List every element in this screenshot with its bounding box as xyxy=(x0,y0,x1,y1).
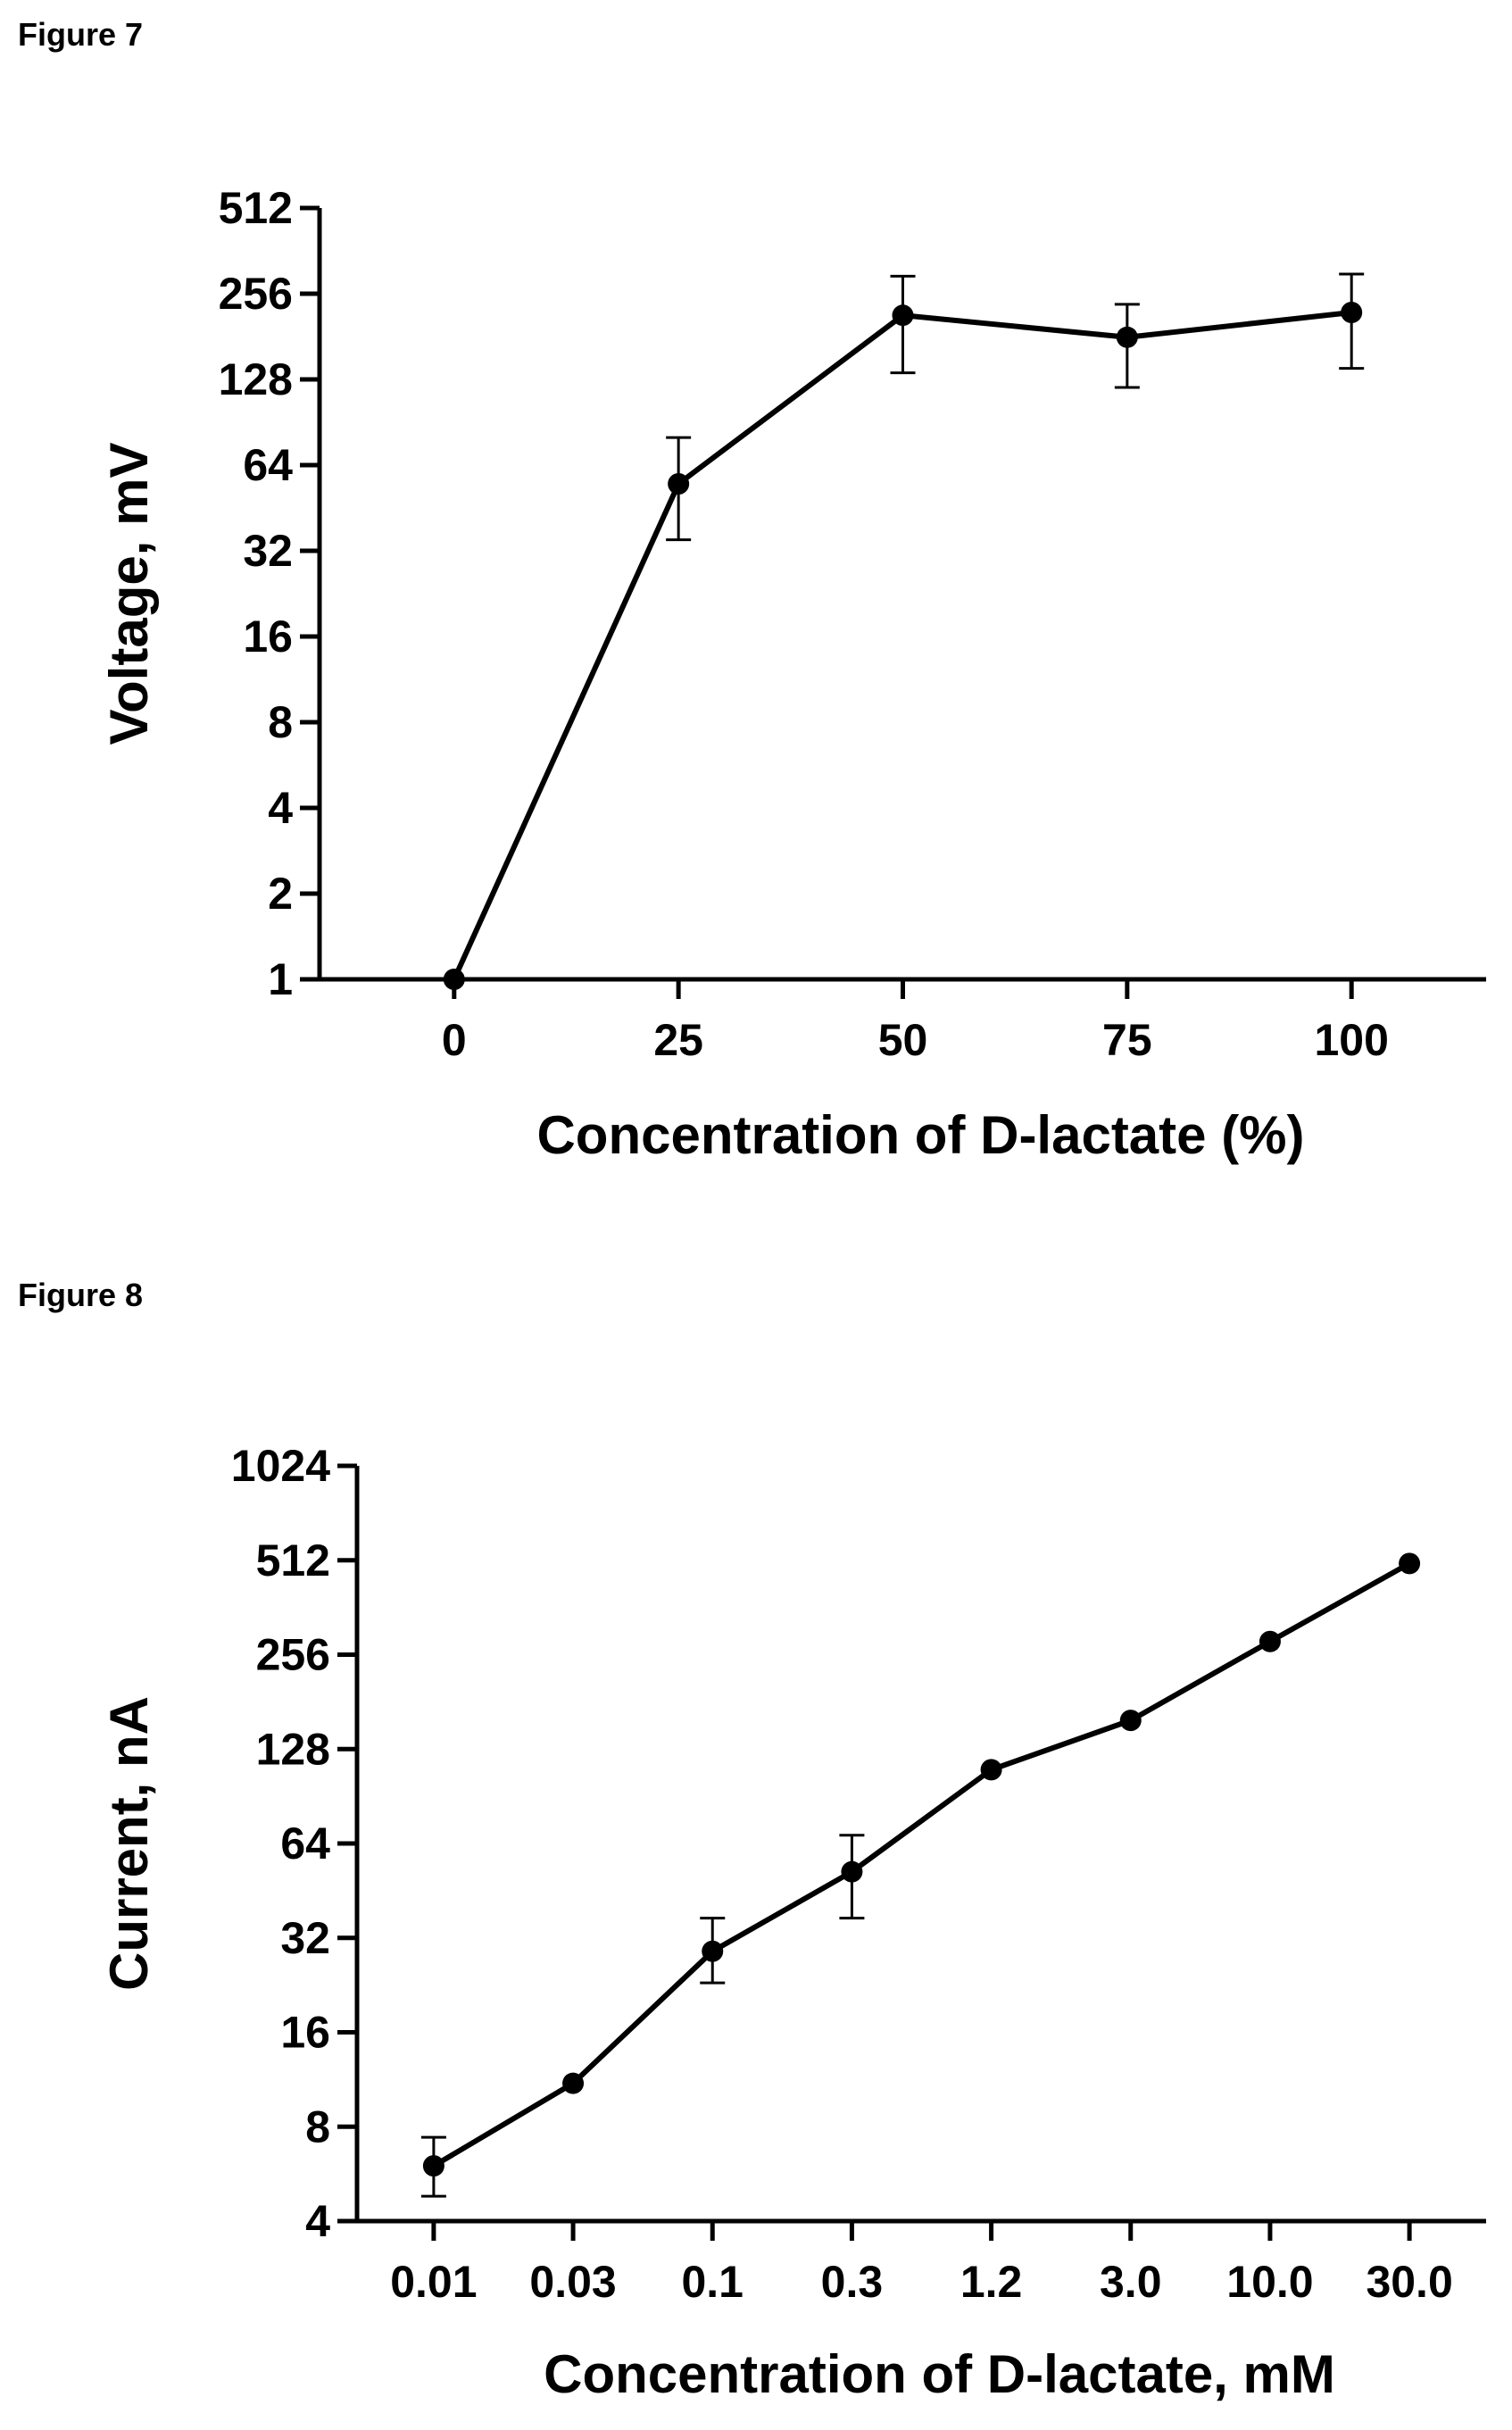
data-point xyxy=(422,2155,444,2177)
series-line xyxy=(432,1560,1411,2168)
x-tick-label: 100 xyxy=(1314,1015,1388,1065)
x-tick-label: 0 xyxy=(442,1015,467,1065)
x-tick-label: 75 xyxy=(1102,1015,1152,1065)
y-tick-label: 2 xyxy=(268,869,293,919)
data-point xyxy=(1399,1552,1421,1575)
y-tick-label: 128 xyxy=(219,354,293,404)
data-point xyxy=(1116,326,1138,348)
x-tick-label: 0.3 xyxy=(821,2257,884,2307)
y-tick-label: 64 xyxy=(280,1818,330,1868)
data-point xyxy=(443,969,465,990)
data-point xyxy=(1341,301,1363,323)
y-tick-label: 256 xyxy=(219,269,293,319)
x-tick-label: 0.01 xyxy=(390,2257,477,2307)
x-tick-label: 0.1 xyxy=(681,2257,744,2307)
figure-7-label: Figure 7 xyxy=(18,16,144,53)
y-tick-label: 128 xyxy=(256,1724,330,1774)
data-point xyxy=(702,1940,724,1962)
x-tick-label: 1.2 xyxy=(960,2257,1023,2307)
y-tick-label: 512 xyxy=(219,183,293,233)
y-tick-label: 256 xyxy=(256,1630,330,1680)
y-tick-label: 1024 xyxy=(231,1441,330,1491)
chart-current: 4 8 16 32 64 128 256 512 1024 0.01 0.03 0.1 0.3 1.2 3.… xyxy=(99,1441,1486,2404)
y-tick-label: 32 xyxy=(243,526,293,576)
x-axis-label: Concentration of D-lactate (%) xyxy=(536,1105,1304,1165)
y-tick-label: 4 xyxy=(268,783,293,833)
x-tick-label: 10.0 xyxy=(1226,2257,1313,2307)
y-tick-label: 512 xyxy=(256,1535,330,1585)
y-tick-label: 32 xyxy=(280,1913,330,1963)
x-tick-label: 25 xyxy=(653,1015,703,1065)
data-point xyxy=(562,2072,585,2094)
y-tick-label: 16 xyxy=(280,2008,330,2058)
y-tick-label: 8 xyxy=(305,2101,330,2151)
x-tick-label: 3.0 xyxy=(1100,2257,1162,2307)
y-tick-label: 4 xyxy=(305,2196,330,2246)
data-point xyxy=(1119,1710,1142,1732)
x-tick-label: 50 xyxy=(878,1015,928,1065)
y-tick-label: 64 xyxy=(243,440,293,490)
data-point xyxy=(668,472,690,495)
y-axis-label: Voltage, mV xyxy=(99,443,159,745)
data-point xyxy=(892,304,914,327)
y-tick-label: 8 xyxy=(268,697,293,747)
chart-voltage: 1 2 4 8 16 32 64 128 256 512 0 25 50 75 100Concentrati… xyxy=(99,183,1486,1165)
x-axis-label: Concentration of D-lactate, mM xyxy=(544,2344,1335,2404)
x-tick-label: 0.03 xyxy=(529,2257,616,2307)
y-axis-label: Current, nA xyxy=(99,1696,159,1991)
y-tick-label: 1 xyxy=(268,954,293,1004)
data-point xyxy=(841,1860,863,1883)
data-point xyxy=(980,1759,1002,1781)
data-point xyxy=(1259,1630,1281,1652)
figure-8-label: Figure 8 xyxy=(18,1277,144,1313)
x-tick-label: 30.0 xyxy=(1366,2257,1452,2307)
series-line xyxy=(452,310,1352,981)
y-tick-label: 16 xyxy=(243,612,293,662)
